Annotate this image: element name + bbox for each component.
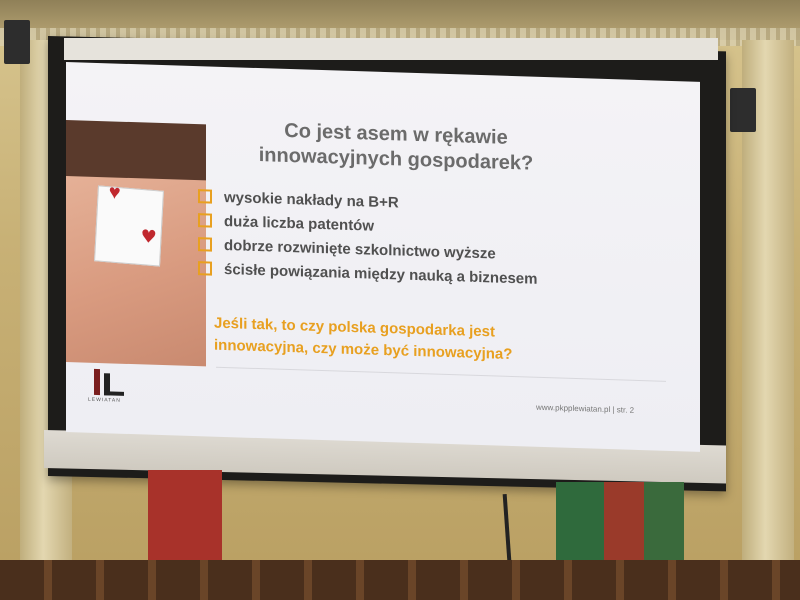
- logo-text: LEWIATAN: [88, 396, 121, 404]
- bullet-text: wysokie nakłady na B+R: [224, 188, 399, 211]
- slide-question: Jeśli tak, to czy polska gospodarka jest…: [214, 313, 634, 370]
- sleeve-image: [66, 120, 206, 181]
- bullet-list: wysokie nakłady na B+R duża liczba paten…: [198, 184, 537, 291]
- presentation-slide: ♥ ♥ Co jest asem w rękawie innowacyjnych…: [66, 62, 700, 452]
- ace-card-image: ♥ ♥: [94, 181, 164, 267]
- bullet-text: duża liczba patentów: [224, 212, 375, 235]
- lewiatan-logo: LEWIATAN: [88, 368, 128, 410]
- screen-top-border: [64, 38, 718, 60]
- slide-divider: [216, 366, 666, 382]
- checkbox-bullet-icon: [198, 213, 212, 228]
- checkbox-bullet-icon: [198, 189, 212, 204]
- logo-base: [104, 391, 124, 396]
- logo-bar: [94, 368, 100, 396]
- slide-footer: www.pkpplewiatan.pl | str. 2: [536, 402, 635, 415]
- heart-icon: ♥: [108, 181, 122, 205]
- bullet-text: ścisłe powiązania między nauką a biznese…: [224, 260, 538, 288]
- right-speaker: [730, 88, 756, 132]
- checkbox-bullet-icon: [198, 237, 212, 252]
- slide-title: Co jest asem w rękawie innowacyjnych gos…: [216, 117, 576, 178]
- audience-chairs: [0, 560, 800, 600]
- ace-symbol-icon: ♥: [139, 225, 158, 249]
- checkbox-bullet-icon: [198, 261, 212, 276]
- left-speaker: [4, 20, 30, 64]
